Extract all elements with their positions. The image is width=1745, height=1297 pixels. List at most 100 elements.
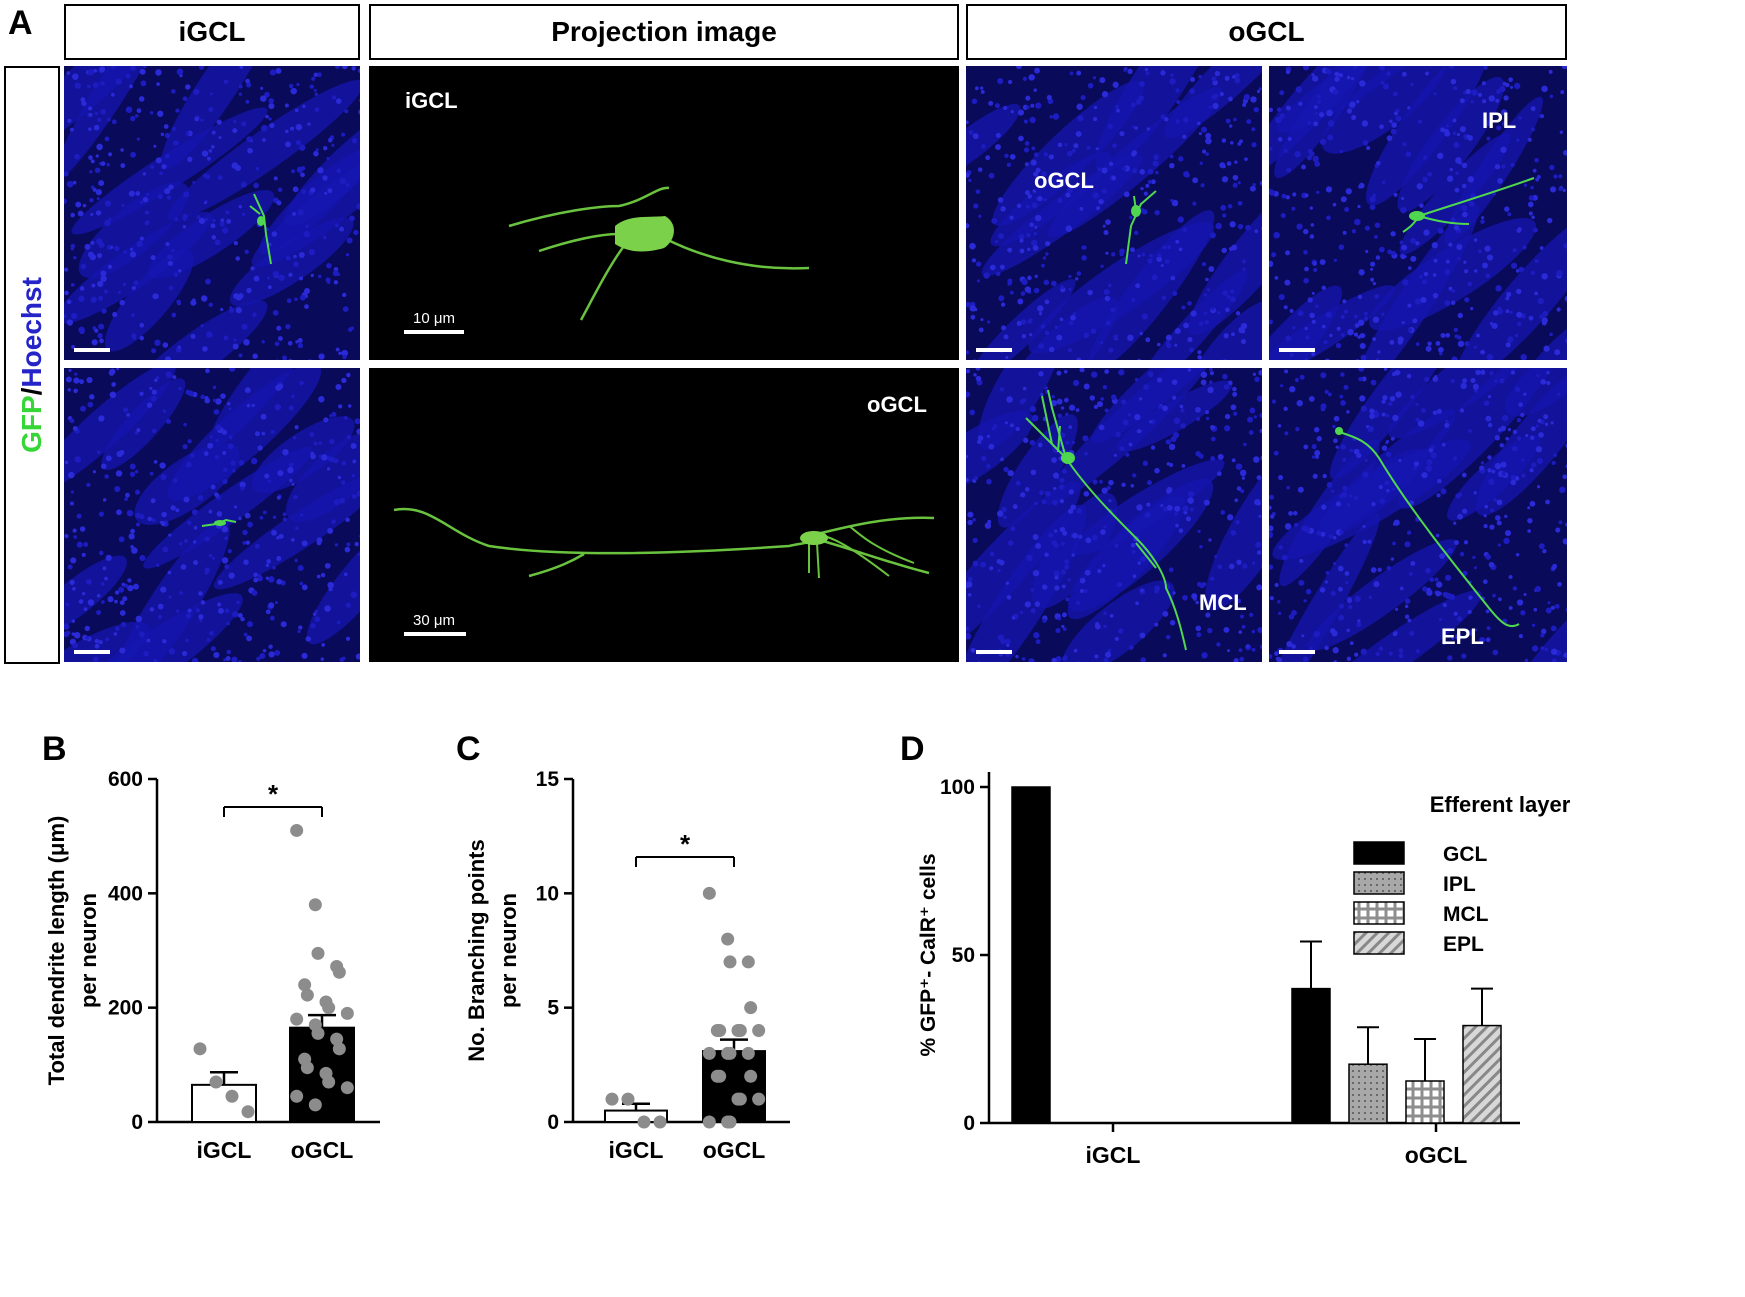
header-ogcl: oGCL xyxy=(966,4,1567,60)
legend-label-ipl: IPL xyxy=(1443,873,1476,896)
x-tick-label-igcl: iGCL xyxy=(197,1137,252,1163)
igcl-image-top xyxy=(64,66,360,360)
igcl-image-bottom xyxy=(64,368,360,662)
stain-label-box: GFP/Hoechst xyxy=(4,66,60,664)
bar-ogcl-mcl xyxy=(1405,1080,1445,1124)
panel-c-label: C xyxy=(456,730,481,768)
data-point xyxy=(621,1092,635,1106)
projection-image-top: iGCL 10 μm xyxy=(369,66,959,360)
data-point xyxy=(741,1046,755,1060)
scale-bar xyxy=(1279,650,1315,654)
legend-swatch-mcl xyxy=(1353,901,1405,925)
scale-bar xyxy=(1279,348,1315,352)
scale-bar xyxy=(74,348,110,352)
bar-ogcl-ipl xyxy=(1348,1063,1388,1124)
bar-igcl-gcl xyxy=(1011,786,1051,1124)
legend-swatch-gcl xyxy=(1353,841,1405,865)
data-point xyxy=(300,988,314,1002)
ipl-label: IPL xyxy=(1482,108,1517,133)
data-point xyxy=(322,1001,336,1015)
x-tick-label-ogcl: oGCL xyxy=(703,1137,766,1163)
epl-label: EPL xyxy=(1441,624,1484,649)
ogcl-label: oGCL xyxy=(1034,168,1094,193)
y-tick-label: 10 xyxy=(536,882,559,905)
data-point xyxy=(340,1081,354,1095)
x-tick-label-ogcl: oGCL xyxy=(291,1137,354,1163)
data-point xyxy=(322,1075,336,1089)
ogcl-image-top-left: oGCL xyxy=(966,66,1262,360)
data-point xyxy=(653,1115,667,1129)
legend-title: Efferent layer xyxy=(1430,792,1571,817)
y-tick-label: 0 xyxy=(963,1112,975,1135)
scale-label-bottom: 30 μm xyxy=(413,612,455,629)
data-point xyxy=(741,955,755,969)
data-point xyxy=(193,1042,207,1056)
data-point xyxy=(702,1115,716,1129)
data-point xyxy=(300,1061,314,1075)
y-tick-label: 600 xyxy=(108,768,143,791)
data-point xyxy=(723,1115,737,1129)
header-projection-image: Projection image xyxy=(369,4,959,60)
legend-swatch-ipl xyxy=(1353,871,1405,895)
scale-bar-bottom xyxy=(404,632,466,636)
scale-bar xyxy=(976,348,1012,352)
data-point xyxy=(308,1098,322,1112)
y-tick-label: 0 xyxy=(131,1111,143,1134)
significance-marker: * xyxy=(680,829,691,859)
data-point xyxy=(311,1026,325,1040)
header-igcl: iGCL xyxy=(64,4,360,60)
data-point xyxy=(290,1089,304,1103)
data-point xyxy=(340,1006,354,1020)
data-point xyxy=(744,1069,758,1083)
y-axis-label-line2: per neuron xyxy=(496,893,521,1008)
data-point xyxy=(225,1089,239,1103)
data-point xyxy=(752,1024,766,1038)
data-point xyxy=(752,1092,766,1106)
data-point xyxy=(209,1075,223,1089)
bar-ogcl xyxy=(702,1050,766,1123)
data-point xyxy=(713,1069,727,1083)
legend-label-mcl: MCL xyxy=(1443,903,1489,926)
panel-d-label: D xyxy=(900,730,925,768)
y-axis-label: No. Branching points xyxy=(464,839,489,1061)
data-point xyxy=(605,1092,619,1106)
legend-label-gcl: GCL xyxy=(1443,843,1488,866)
data-point xyxy=(721,932,735,946)
data-point xyxy=(290,1012,304,1026)
scale-bar xyxy=(976,650,1012,654)
bar-ogcl-epl xyxy=(1462,1024,1502,1124)
data-point xyxy=(744,1001,758,1015)
ogcl-image-bottom-right: EPL xyxy=(1269,368,1567,662)
x-tick-label-igcl: iGCL xyxy=(609,1137,664,1163)
data-point xyxy=(311,946,325,960)
data-point xyxy=(332,965,346,979)
scale-bar xyxy=(74,650,110,654)
y-tick-label: 0 xyxy=(547,1111,559,1134)
data-point xyxy=(332,1042,346,1056)
panel-a-label: A xyxy=(8,4,33,42)
data-point xyxy=(733,1024,747,1038)
ogcl-image-bottom-left: MCL xyxy=(966,368,1262,662)
y-tick-label: 100 xyxy=(940,776,975,799)
projection-image-bottom: oGCL 30 μm xyxy=(369,368,959,662)
y-tick-label: 200 xyxy=(108,997,143,1020)
data-point xyxy=(702,1046,716,1060)
projection-top-label: iGCL xyxy=(405,88,458,113)
y-tick-label: 5 xyxy=(547,997,559,1020)
data-point xyxy=(290,823,304,837)
mcl-label: MCL xyxy=(1199,590,1247,615)
data-point xyxy=(713,1024,727,1038)
data-point xyxy=(702,886,716,900)
data-point xyxy=(723,1046,737,1060)
data-point xyxy=(637,1115,651,1129)
data-point xyxy=(723,955,737,969)
y-tick-label: 15 xyxy=(536,768,560,791)
x-tick-label-igcl: iGCL xyxy=(1086,1142,1141,1168)
y-tick-label: 400 xyxy=(108,882,143,905)
ogcl-image-top-right: IPL xyxy=(1269,66,1567,360)
scale-label-top: 10 μm xyxy=(413,310,455,327)
significance-marker: * xyxy=(268,779,279,809)
data-point xyxy=(733,1092,747,1106)
legend-label-epl: EPL xyxy=(1443,933,1484,956)
